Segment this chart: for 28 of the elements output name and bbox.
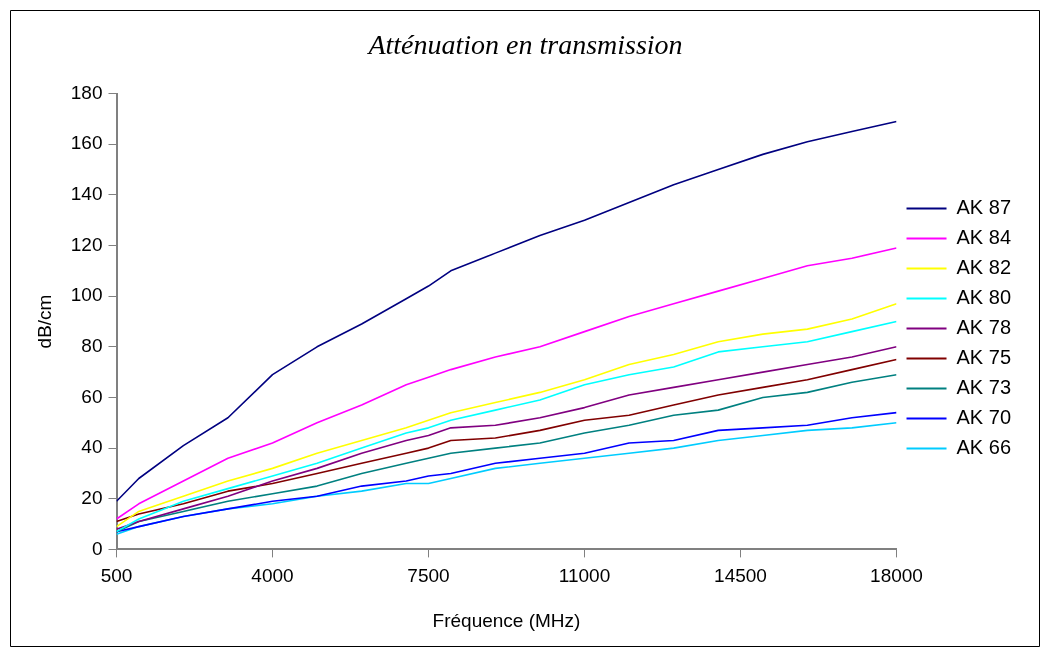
chart-title: Atténuation en transmission [366,29,683,61]
x-tick-label: 500 [100,565,133,587]
legend-label: AK 84 [956,226,1011,249]
x-tick-label: 4000 [251,565,294,587]
y-tick-label: 20 [81,486,103,508]
y-tick-label: 80 [81,335,103,357]
y-tick-label: 180 [70,81,103,103]
y-tick-label: 100 [70,284,103,306]
x-tick-label: 7500 [407,565,450,587]
y-tick-label: 120 [70,233,103,255]
x-axis-title: Fréquence (MHz) [432,609,581,631]
x-tick-label: 11000 [558,565,611,587]
legend-label: AK 66 [956,436,1011,459]
y-axis-title: dB/cm [33,294,55,349]
legend-label: AK 87 [956,196,1011,219]
y-tick-label: 140 [70,183,103,205]
legend-label: AK 80 [956,286,1011,309]
y-tick-label: 0 [91,537,103,559]
y-tick-label: 40 [81,436,103,458]
legend-label: AK 73 [956,376,1011,399]
x-tick-label: 14500 [714,565,767,587]
legend-label: AK 75 [956,346,1011,369]
y-tick-label: 160 [70,132,103,154]
legend-label: AK 78 [956,316,1011,339]
legend-label: AK 70 [956,406,1011,429]
x-tick-label: 18000 [870,565,923,587]
legend-label: AK 82 [956,256,1011,279]
y-tick-label: 60 [81,385,103,407]
